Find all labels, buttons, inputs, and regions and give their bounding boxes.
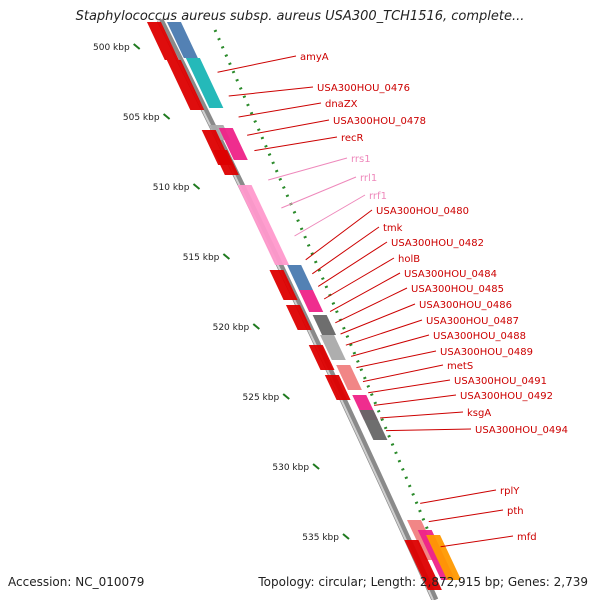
scale-label: 530 kbp — [272, 463, 309, 473]
scale-label: 520 kbp — [213, 323, 250, 333]
gene-leader-line — [335, 287, 408, 324]
gene-label[interactable]: USA300HOU_0487 — [426, 316, 519, 327]
kbp-ruler: 500 kbp 505 kbp 510 kbp 515 kbp 520 kbp 525 k… — [93, 43, 350, 543]
gene-feature-block[interactable] — [308, 345, 335, 370]
gene-leader-line — [254, 136, 338, 152]
gene-leader-line — [329, 272, 401, 313]
gene-leader-line — [350, 334, 430, 357]
gene-feature-block[interactable] — [213, 150, 239, 175]
gene-leader-line — [238, 102, 322, 118]
gene-label[interactable]: pth — [507, 506, 524, 517]
scale-tick — [222, 253, 231, 260]
scale-tick — [312, 463, 320, 470]
gene-feature-block[interactable] — [287, 265, 313, 290]
gene-leader-line — [428, 509, 504, 523]
gene-leader-line — [385, 428, 472, 432]
scale-tick — [282, 393, 290, 400]
gene-leader-line — [323, 257, 395, 300]
gene-label[interactable]: rrl1 — [360, 173, 377, 184]
scale-label: 510 kbp — [153, 183, 190, 193]
gene-label[interactable]: USA300HOU_0480 — [376, 206, 469, 217]
gene-leader-line — [362, 364, 444, 383]
scale-tick — [162, 113, 171, 120]
gene-label[interactable]: USA300HOU_0492 — [460, 391, 553, 402]
gene-leader-line — [311, 226, 380, 275]
gene-leader-line — [345, 319, 423, 346]
gene-label[interactable]: USA300HOU_0488 — [433, 331, 526, 342]
gene-feature-block[interactable] — [404, 540, 442, 590]
gene-feature-block[interactable] — [146, 22, 179, 60]
gene-feature-block[interactable] — [166, 60, 205, 110]
scale-label: 535 kbp — [302, 533, 339, 543]
gene-feature-block[interactable] — [185, 58, 224, 108]
topology-text: Topology: circular; Length: 2,872,915 bp… — [258, 575, 588, 589]
gene-label[interactable]: USA300HOU_0482 — [391, 238, 484, 249]
gene-label[interactable]: mfd — [517, 532, 537, 543]
gene-feature-block[interactable] — [312, 315, 337, 335]
gene-feature-block[interactable] — [218, 128, 248, 160]
gene-labels: amyA USA300HOU_0476 dnaZX USA300HOU_0478rec… — [217, 52, 568, 548]
gene-leader-line — [356, 350, 437, 369]
map-title: Staphylococcus aureus subsp. aureus USA3… — [75, 9, 525, 24]
gene-feature-block[interactable] — [320, 335, 346, 360]
scale-tick — [342, 533, 350, 540]
gene-leader-line — [340, 303, 416, 335]
gene-feature-block[interactable] — [166, 22, 198, 58]
gene-label[interactable]: USA300HOU_0476 — [317, 83, 410, 94]
gene-label[interactable]: tmk — [383, 223, 403, 234]
gene-label[interactable]: dnaZX — [325, 99, 358, 110]
gene-feature-block[interactable] — [426, 535, 462, 580]
gene-leader-line — [217, 55, 297, 73]
gene-label[interactable]: rrf1 — [369, 191, 387, 202]
gene-label[interactable]: rplY — [500, 486, 520, 497]
gene-leader-line — [294, 194, 366, 237]
gene-feature-block[interactable] — [336, 365, 362, 390]
gene-leader-line — [368, 379, 451, 394]
scale-tick — [252, 323, 260, 330]
gene-leader-line — [305, 209, 373, 261]
feature-blocks — [146, 22, 462, 590]
gene-feature-block[interactable] — [237, 185, 290, 265]
scale-label: 525 kbp — [243, 393, 280, 403]
gene-feature-block[interactable] — [324, 375, 351, 400]
gene-label[interactable]: rrs1 — [351, 154, 371, 165]
gene-label[interactable]: metS — [447, 361, 473, 372]
gene-leader-line — [420, 489, 497, 504]
accession-text: Accession: NC_010079 — [8, 575, 145, 589]
gene-leader-line — [228, 86, 314, 97]
gene-label[interactable]: USA300HOU_0484 — [404, 269, 497, 280]
dotted-track — [213, 29, 442, 561]
gene-leader-line — [317, 241, 388, 287]
gene-leader-line — [440, 535, 514, 548]
scale-label: 515 kbp — [183, 253, 220, 263]
gene-feature-block[interactable] — [285, 305, 312, 330]
gene-label[interactable]: USA300HOU_0478 — [333, 116, 426, 127]
gene-leader-line — [268, 157, 348, 181]
scale-tick — [133, 43, 141, 50]
gene-feature-block[interactable] — [269, 270, 298, 300]
gene-label[interactable]: USA300HOU_0489 — [440, 347, 533, 358]
gene-leader-line — [247, 119, 330, 136]
gene-leader-line — [281, 176, 357, 209]
gene-label[interactable]: USA300HOU_0491 — [454, 376, 547, 387]
gene-label[interactable]: recR — [341, 133, 364, 144]
gene-leader-line — [380, 411, 464, 419]
gene-label[interactable]: USA300HOU_0494 — [475, 425, 568, 436]
scale-label: 500 kbp — [93, 43, 130, 53]
gene-label[interactable]: USA300HOU_0486 — [419, 300, 512, 311]
gene-label[interactable]: USA300HOU_0485 — [411, 284, 504, 295]
gene-feature-block[interactable] — [359, 410, 388, 440]
gene-leader-line — [374, 394, 457, 406]
gene-feature-block[interactable] — [298, 290, 324, 312]
gene-label[interactable]: holB — [398, 254, 420, 265]
gene-label[interactable]: ksgA — [467, 408, 491, 419]
gene-label[interactable]: amyA — [300, 52, 329, 63]
scale-label: 505 kbp — [123, 113, 160, 123]
scale-tick — [192, 183, 201, 190]
